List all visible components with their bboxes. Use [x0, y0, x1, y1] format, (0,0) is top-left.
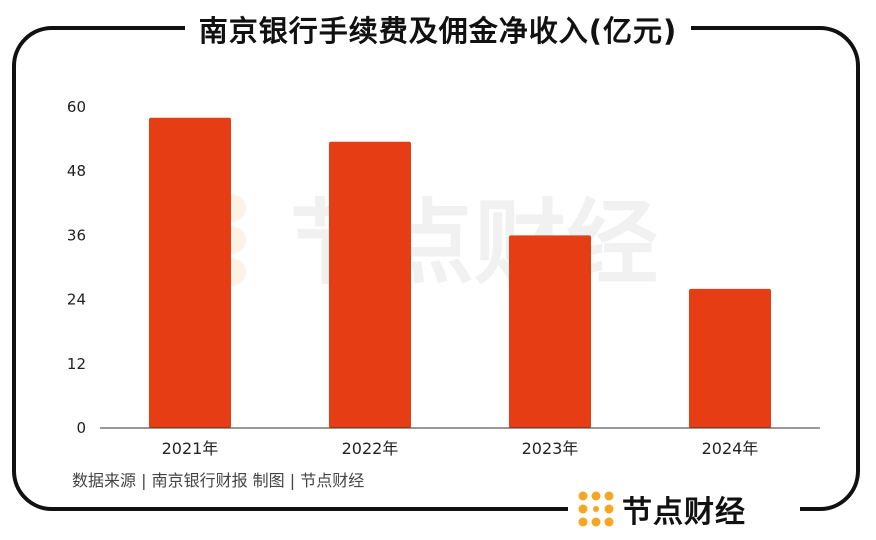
x-tick-label: 2021年: [162, 439, 219, 458]
bars-group: [149, 117, 771, 428]
y-tick-label: 60: [67, 98, 86, 116]
y-tick-label: 12: [67, 355, 86, 373]
y-tick-label: 0: [76, 419, 86, 437]
y-tick-label: 24: [67, 291, 86, 309]
y-tick-label: 36: [67, 226, 86, 244]
y-tick-label: 48: [67, 162, 86, 180]
x-axis: 2021年 2022年 2023年 2024年: [100, 427, 820, 458]
dot-grid-logo-icon: [578, 491, 614, 527]
bar-2022年: [329, 141, 411, 428]
bar-2021年: [149, 117, 231, 428]
x-tick-label: 2022年: [342, 439, 399, 458]
bar-2024年: [689, 288, 771, 428]
bar-2023年: [509, 235, 591, 428]
brand-name: 节点财经: [622, 495, 746, 530]
data-source-note: 数据来源 | 南京银行财报 制图 | 节点财经: [72, 471, 365, 490]
x-tick-label: 2024年: [702, 439, 759, 458]
y-axis: 0 12 24 36 48 60: [67, 98, 86, 437]
x-tick-label: 2023年: [522, 439, 579, 458]
brand-footer: 节点财经: [568, 484, 800, 534]
